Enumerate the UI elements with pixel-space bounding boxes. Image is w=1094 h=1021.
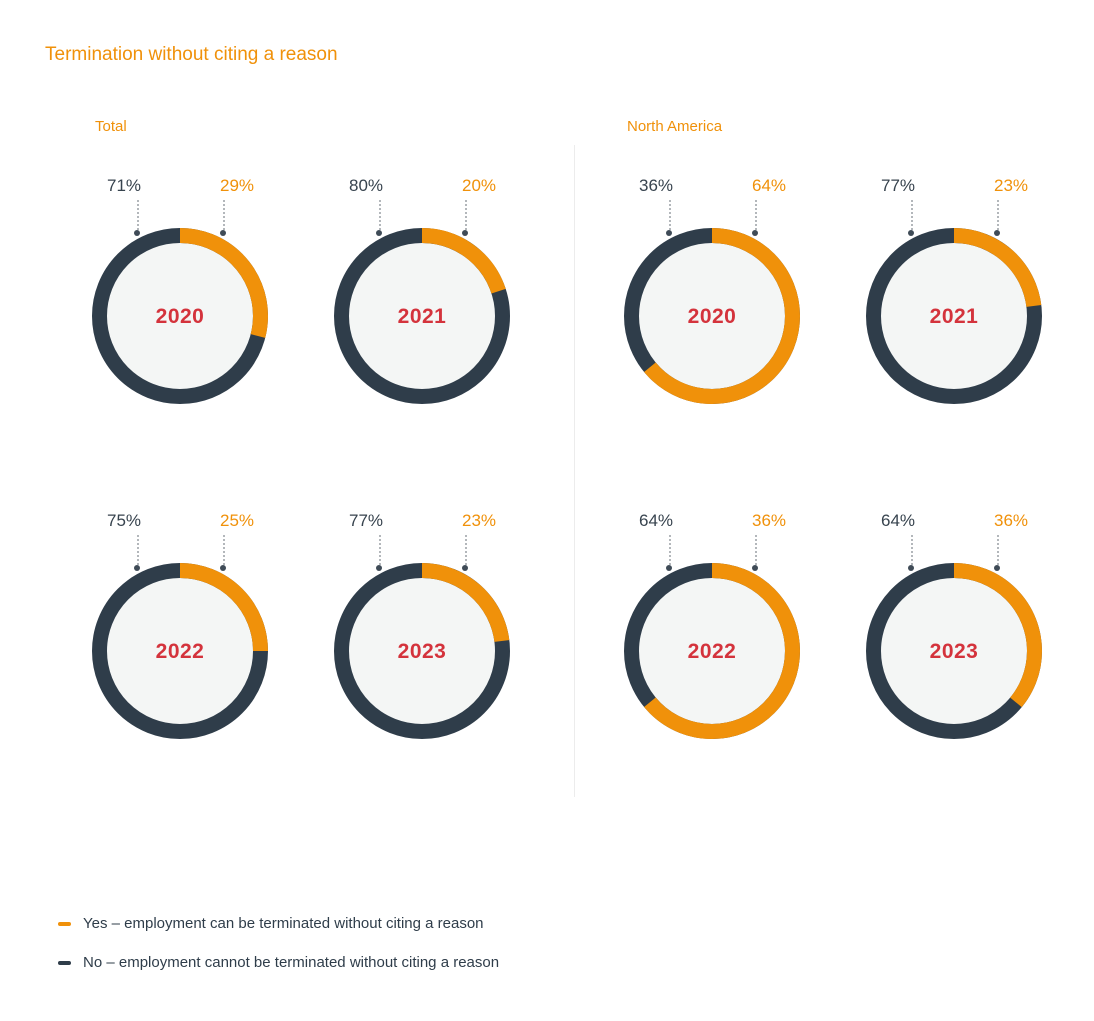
yes-leader-dot xyxy=(752,565,758,571)
donut-ring xyxy=(334,563,510,739)
yes-leader-line xyxy=(755,535,757,565)
donut-ring xyxy=(624,563,800,739)
donut-ring xyxy=(866,563,1042,739)
donut-chart: 77% 23% 2021 xyxy=(866,176,1042,405)
donut-chart: 75% 25% 2022 xyxy=(92,511,268,740)
yes-arc xyxy=(92,228,268,404)
legend-yes-label: Yes – employment can be terminated witho… xyxy=(83,915,484,932)
donut-chart: 71% 29% 2020 xyxy=(92,176,268,405)
no-percent-label: 80% xyxy=(348,176,384,195)
donut-year-label: 2021 xyxy=(929,305,979,328)
yes-leader-dot xyxy=(752,230,758,236)
no-percent-label: 71% xyxy=(106,176,142,195)
yes-leader-line xyxy=(223,200,225,230)
group-north-america-header: North America xyxy=(627,118,723,135)
yes-arc xyxy=(866,228,1042,404)
no-percent-label: 77% xyxy=(348,511,384,530)
yes-leader-line xyxy=(997,200,999,230)
donut-chart: 64% 36% 2022 xyxy=(624,511,800,740)
no-leader-dot xyxy=(908,230,914,236)
yes-leader-dot xyxy=(220,230,226,236)
no-leader-dot xyxy=(376,230,382,236)
donut-chart: 36% 64% 2020 xyxy=(624,176,800,405)
no-percent-label: 64% xyxy=(638,511,674,530)
legend-item-no: No – employment cannot be terminated wit… xyxy=(58,953,499,973)
yes-arc xyxy=(624,563,800,739)
yes-arc xyxy=(92,563,268,739)
yes-leader-line xyxy=(997,535,999,565)
no-percent-label: 64% xyxy=(880,511,916,530)
chart-title: Termination without citing a reason xyxy=(45,44,338,65)
yes-leader-dot xyxy=(994,230,1000,236)
yes-percent-label: 64% xyxy=(751,176,787,195)
donut-year-label: 2023 xyxy=(929,640,979,663)
legend-item-yes: Yes – employment can be terminated witho… xyxy=(58,914,499,934)
donut-year-label: 2023 xyxy=(397,640,447,663)
yes-leader-line xyxy=(465,200,467,230)
no-leader-line xyxy=(669,535,671,565)
no-leader-line xyxy=(669,200,671,230)
group-north-america: North America 36% 64% 2020 77% 23% xyxy=(624,118,1044,758)
no-leader-line xyxy=(379,535,381,565)
donut-ring xyxy=(334,228,510,404)
legend-no-label: No – employment cannot be terminated wit… xyxy=(83,954,500,971)
no-leader-dot xyxy=(134,230,140,236)
legend-yes-dash-icon xyxy=(58,922,71,926)
donut-year-label: 2020 xyxy=(155,305,205,328)
yes-leader-dot xyxy=(462,565,468,571)
no-leader-dot xyxy=(666,565,672,571)
donut-chart: 77% 23% 2023 xyxy=(334,511,510,740)
yes-percent-label: 36% xyxy=(751,511,787,530)
no-leader-dot xyxy=(376,565,382,571)
yes-percent-label: 36% xyxy=(993,511,1029,530)
no-leader-dot xyxy=(666,230,672,236)
no-leader-line xyxy=(137,535,139,565)
donut-ring xyxy=(92,228,268,404)
donut-chart: 80% 20% 2021 xyxy=(334,176,510,405)
legend-no-dash-icon xyxy=(58,961,71,965)
yes-arc xyxy=(334,563,510,739)
legend: Yes – employment can be terminated witho… xyxy=(58,914,499,973)
no-percent-label: 77% xyxy=(880,176,916,195)
donut-year-label: 2022 xyxy=(687,640,737,663)
no-leader-line xyxy=(379,200,381,230)
group-total-header: Total xyxy=(95,118,127,135)
group-divider xyxy=(574,145,575,797)
no-leader-line xyxy=(911,200,913,230)
yes-percent-label: 23% xyxy=(993,176,1029,195)
yes-percent-label: 25% xyxy=(219,511,255,530)
yes-arc xyxy=(866,563,1042,739)
group-total: Total 71% 29% 2020 80% 20% xyxy=(92,118,512,758)
group-north-america-grid: 36% 64% 2020 77% 23% 2021 xyxy=(624,176,1042,740)
yes-leader-dot xyxy=(220,565,226,571)
yes-percent-label: 29% xyxy=(219,176,255,195)
yes-leader-line xyxy=(223,535,225,565)
no-leader-dot xyxy=(134,565,140,571)
yes-leader-dot xyxy=(462,230,468,236)
donut-chart: 64% 36% 2023 xyxy=(866,511,1042,740)
no-leader-line xyxy=(911,535,913,565)
donut-year-label: 2021 xyxy=(397,305,447,328)
group-total-grid: 71% 29% 2020 80% 20% 2021 xyxy=(92,176,510,740)
yes-percent-label: 20% xyxy=(461,176,497,195)
donut-ring xyxy=(866,228,1042,404)
yes-leader-line xyxy=(465,535,467,565)
yes-leader-line xyxy=(755,200,757,230)
donut-year-label: 2020 xyxy=(687,305,737,328)
yes-arc xyxy=(334,228,510,404)
yes-leader-dot xyxy=(994,565,1000,571)
no-leader-dot xyxy=(908,565,914,571)
donut-ring xyxy=(92,563,268,739)
no-percent-label: 36% xyxy=(638,176,674,195)
donut-year-label: 2022 xyxy=(155,640,205,663)
no-percent-label: 75% xyxy=(106,511,142,530)
yes-arc xyxy=(624,228,800,404)
yes-percent-label: 23% xyxy=(461,511,497,530)
no-leader-line xyxy=(137,200,139,230)
donut-ring xyxy=(624,228,800,404)
